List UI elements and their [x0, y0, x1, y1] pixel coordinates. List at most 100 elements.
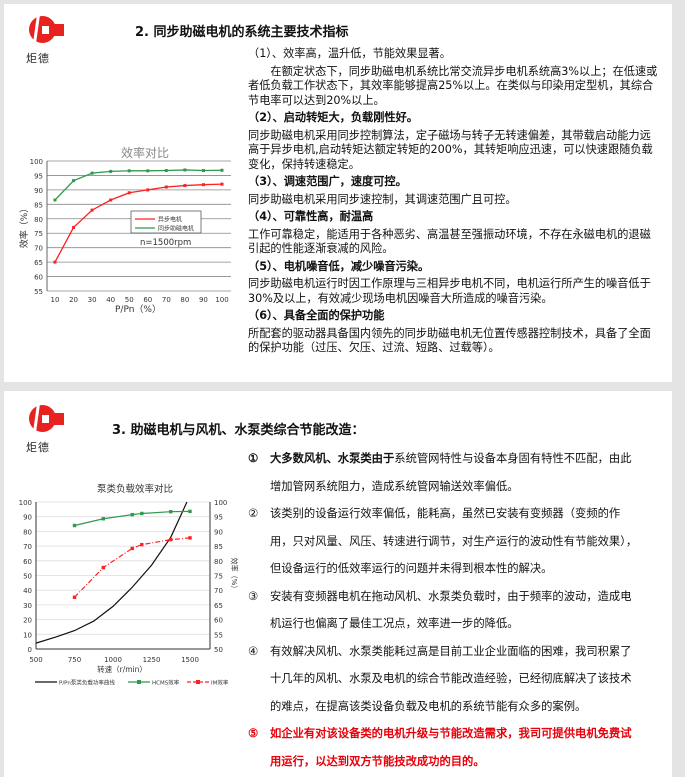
y-tick-label-right: 95 — [214, 514, 223, 522]
company-logo: 炬德 — [26, 402, 76, 455]
data-point — [127, 191, 131, 195]
y-tick-label-right: 60 — [214, 617, 223, 625]
x-tick-label: 50 — [125, 296, 134, 304]
item-number: ⑤ — [248, 726, 259, 740]
y-tick-label: 55 — [34, 288, 43, 296]
data-point — [72, 179, 76, 183]
slide-title: 3. 助磁电机与风机、水泵类综合节能改造： — [112, 423, 365, 438]
item-text: 有效解决风机、水泵类能耗过高是目前工业企业面临的困难，我司积累了十几年的风机、水… — [270, 644, 632, 713]
data-point — [188, 536, 192, 540]
list-item: ③ 安装有变频器电机在拖动风机、水泵类负载时，由于频率的波动，造成电机运行也偏离了… — [248, 583, 638, 638]
x-tick-label: 70 — [162, 296, 171, 304]
data-point — [90, 208, 94, 212]
y-tick-label: 90 — [34, 187, 43, 195]
section-body: 所配套的驱动器具备国内领先的同步助磁电机无位置传感器控制技术，具备了全面的保护功… — [248, 326, 651, 355]
y-tick-label-left: 60 — [23, 558, 32, 566]
item-bold: 大多数风机、水泵类由于 — [270, 452, 395, 465]
legend-label: 同步助磁电机 — [158, 225, 194, 233]
data-point — [169, 510, 173, 514]
legend-label: P/Pn泵类负载功率曲线 — [59, 679, 115, 687]
retrofit-text: ① 大多数风机、水泵类由于系统管网特性与设备本身固有特性不匹配，由此增加管网系统阻… — [248, 445, 638, 775]
x-tick-label: 750 — [68, 656, 81, 664]
y-tick-label-left: 30 — [23, 602, 32, 610]
y-tick-label: 70 — [34, 245, 43, 253]
y-tick-label-right: 80 — [214, 558, 223, 566]
item-text: 系统管网特性与设备本身固有特性不匹配，由此增加管网系统阻力，造成系统管网输送效率… — [270, 452, 632, 493]
data-point — [183, 168, 187, 172]
x-axis-label: 转速（r/min） — [97, 664, 147, 674]
item-number: ④ — [248, 644, 259, 658]
data-point — [130, 512, 134, 517]
section-body: 同步助磁电机采用同步控制算法，定子磁场与转子无转速偏差，其带载启动能力远高于异步… — [248, 128, 653, 171]
x-tick-label: 1500 — [181, 656, 199, 664]
x-tick-label: 1000 — [104, 656, 122, 664]
x-tick-label: 10 — [51, 296, 60, 304]
data-point — [146, 169, 150, 173]
y-tick-label-right: 100 — [214, 499, 227, 507]
section-heading: （5）、电机噪音低，减少噪音污染。 — [248, 259, 430, 273]
x-tick-label: 60 — [143, 296, 152, 304]
data-point — [53, 260, 57, 264]
data-point — [201, 183, 205, 187]
section-heading: （6）、具备全面的保护功能 — [248, 309, 385, 322]
y-tick-label-left: 0 — [28, 646, 32, 654]
item-number: ③ — [248, 589, 259, 603]
data-point — [146, 188, 150, 192]
y-tick-label-left: 40 — [23, 587, 32, 595]
section-heading: （3）、调速范围广，速度可控。 — [248, 175, 407, 188]
data-point — [53, 198, 57, 202]
y-tick-label-left: 50 — [23, 573, 32, 581]
logo-text: 炬德 — [26, 441, 50, 454]
data-point — [72, 523, 77, 528]
data-point — [72, 595, 77, 599]
y-tick-label-right: 65 — [214, 602, 223, 610]
chart-title: 效率对比 — [121, 145, 169, 160]
data-point — [109, 169, 113, 173]
slide-title: 2. 同步助磁电机的系统主要技术指标 — [135, 25, 349, 40]
y-tick-label: 95 — [34, 172, 43, 180]
item-number: ① — [248, 451, 259, 465]
y-tick-label: 100 — [30, 158, 43, 166]
y-tick-label-left: 20 — [23, 617, 32, 625]
y-tick-label-right: 85 — [214, 543, 223, 551]
y-axis-label: 效率（%） — [18, 204, 30, 249]
data-point — [72, 225, 76, 229]
y-axis-label-right: 效率（%） — [230, 558, 239, 593]
x-axis-label: P/Pn（%） — [115, 304, 161, 315]
data-point — [127, 169, 131, 173]
data-point — [90, 171, 94, 175]
logo-mark-icon — [26, 402, 66, 437]
company-logo: 炬德 — [26, 13, 76, 66]
item-text: 如企业有对该设备类的电机升级与节能改造需求，我司可提供电机免费试用运行，以达到双… — [270, 726, 632, 768]
series-line-0 — [54, 183, 223, 263]
data-point — [201, 169, 205, 173]
y-tick-label-right: 70 — [214, 587, 223, 595]
data-point — [183, 184, 187, 188]
y-tick-label-left: 80 — [23, 528, 32, 536]
x-tick-label: 20 — [69, 296, 78, 304]
x-tick-label: 90 — [199, 296, 208, 304]
y-tick-label-right: 75 — [214, 573, 223, 581]
y-tick-label-left: 90 — [23, 514, 32, 522]
x-tick-label: 80 — [180, 296, 189, 304]
item-text: 该类别的设备运行效率偏低，能耗高，虽然已安装有变频器（变频的作用，只对风量、风压… — [270, 507, 638, 575]
x-tick-label: 1250 — [143, 656, 161, 664]
slide-2: 炬德 3. 助磁电机与风机、水泵类综合节能改造： — [4, 391, 672, 777]
y-tick-label-right: 50 — [214, 646, 223, 654]
legend-label: 异步电机 — [158, 216, 182, 224]
y-tick-label-left: 100 — [19, 499, 32, 507]
x-tick-label: 30 — [88, 296, 97, 304]
data-point — [169, 537, 173, 542]
x-tick-label: 500 — [29, 656, 42, 664]
data-point — [140, 511, 144, 516]
y-tick-label: 75 — [34, 230, 43, 238]
series-line-0 — [35, 501, 188, 644]
legend-marker — [196, 680, 200, 684]
x-tick-label: 40 — [106, 296, 115, 304]
x-tick-label: 100 — [215, 296, 228, 304]
y-tick-label: 60 — [34, 274, 43, 282]
data-point — [101, 517, 105, 521]
data-point — [220, 182, 224, 186]
chart-title: 泵类负载效率对比 — [97, 483, 173, 495]
